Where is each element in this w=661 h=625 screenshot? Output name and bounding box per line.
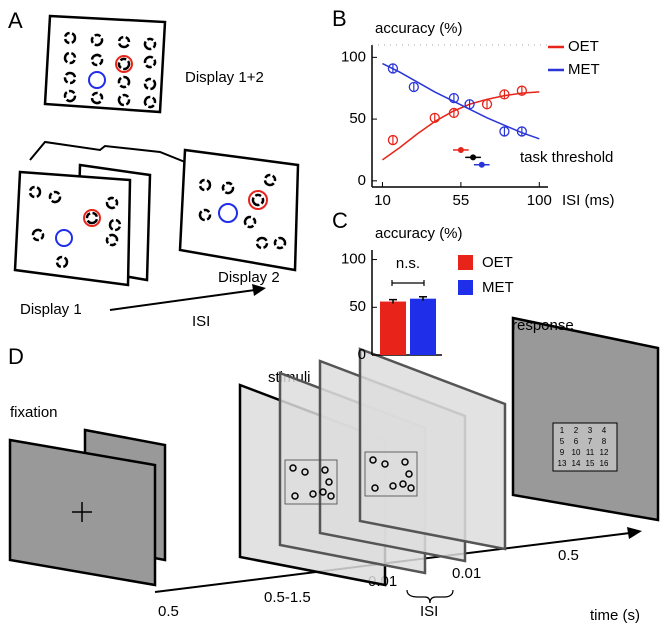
grid-number: 10 (572, 448, 581, 457)
legend-swatch (458, 280, 473, 295)
panel-label: D (8, 344, 24, 369)
y-tick-label: 0 (358, 172, 366, 189)
x-tick-label: 100 (527, 192, 552, 209)
duration: 0.5 (158, 603, 179, 620)
bar (380, 302, 406, 355)
x-tick-label: 55 (453, 192, 470, 209)
label: fixation (10, 404, 58, 421)
grid-number: 12 (600, 448, 609, 457)
y-tick-label: 100 (341, 48, 366, 65)
legend-label: MET (482, 279, 514, 296)
y-tick-label: 0 (358, 346, 366, 363)
threshold-point (470, 154, 476, 160)
threshold-point (458, 147, 464, 153)
grid-number: 11 (586, 448, 595, 457)
grid-number: 6 (574, 437, 579, 446)
grid-number: 9 (560, 448, 565, 457)
grid-number: 14 (572, 459, 581, 468)
arrow-head (627, 527, 642, 539)
label: ISI (192, 313, 210, 330)
grid-number: 15 (586, 459, 595, 468)
label: Display 1+2 (185, 69, 264, 86)
duration: 0.5-1.5 (264, 589, 311, 606)
grid-number: 8 (602, 437, 607, 446)
figure: A B C D Display 1+2 Display 2 Display 1 … (0, 0, 661, 625)
legend-label: OET (568, 38, 599, 55)
grid-number: 5 (560, 437, 565, 446)
annotation: n.s. (396, 255, 420, 272)
y-tick-label: 100 (341, 251, 366, 268)
y-axis-label: accuracy (%) (375, 20, 463, 37)
label: time (s) (590, 607, 640, 624)
connector (30, 142, 185, 162)
label: Display 2 (218, 269, 280, 286)
brace (407, 590, 453, 603)
grid-number: 4 (602, 426, 607, 435)
panel-label: B (332, 6, 347, 31)
y-axis-label: accuracy (%) (375, 225, 463, 242)
y-tick-label: 50 (349, 298, 366, 315)
duration: 0.5 (558, 547, 579, 564)
arrow (110, 290, 255, 310)
x-tick-label: 10 (374, 192, 391, 209)
threshold-point (479, 162, 485, 168)
panel-a: Display 1+2 Display 2 Display 1 ISI (15, 16, 298, 330)
significance-bracket (392, 280, 424, 286)
legend-swatch (458, 255, 473, 270)
screen (360, 349, 505, 549)
fit-line (382, 64, 539, 139)
panel-label: C (332, 208, 348, 233)
x-axis-label: ISI (ms) (562, 192, 615, 209)
annotation: task threshold (520, 149, 613, 166)
legend-label: MET (568, 61, 600, 78)
grid-number: 3 (588, 426, 593, 435)
bar (410, 299, 436, 355)
grid-number: 16 (600, 459, 609, 468)
grid-number: 7 (588, 437, 593, 446)
legend-label: OET (482, 254, 513, 271)
panel-label: A (8, 8, 23, 33)
label: Display 1 (20, 301, 82, 318)
duration: 0.01 (452, 565, 481, 582)
label: ISI (420, 603, 438, 620)
grid-number: 2 (574, 426, 579, 435)
grid-number: 13 (558, 459, 567, 468)
screen (513, 318, 658, 520)
y-tick-label: 50 (349, 110, 366, 127)
grid-number: 1 (560, 426, 565, 435)
display-frame (180, 150, 298, 270)
label: response (512, 317, 574, 334)
